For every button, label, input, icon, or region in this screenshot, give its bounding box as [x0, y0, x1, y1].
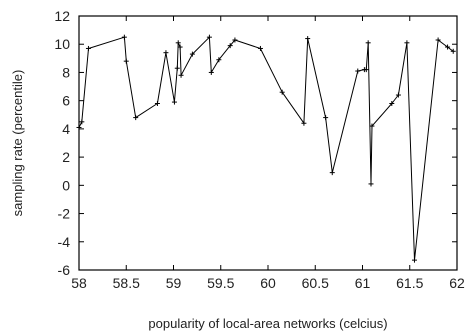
data-point	[369, 123, 375, 129]
data-point	[85, 45, 91, 51]
data-point	[389, 100, 395, 106]
data-point	[301, 120, 307, 126]
x-tick-label: 58.5	[113, 275, 140, 291]
data-point	[368, 181, 374, 187]
data-point	[279, 89, 285, 95]
x-axis-label: popularity of local-area networks (celci…	[148, 316, 387, 331]
data-point	[445, 44, 451, 50]
x-tick-label: 62	[449, 275, 465, 291]
data-point	[178, 72, 184, 78]
y-tick-label: -4	[58, 234, 71, 250]
series-layer	[76, 34, 456, 263]
y-tick-label: -2	[58, 206, 71, 222]
data-point	[79, 119, 85, 125]
data-point	[227, 43, 233, 49]
data-point	[404, 40, 410, 46]
data-point	[216, 57, 222, 63]
y-tick-label: 2	[62, 149, 70, 165]
y-tick-label: 10	[54, 36, 70, 52]
series	[76, 34, 456, 263]
data-point	[121, 34, 127, 40]
data-point	[76, 124, 82, 130]
axis-ticks	[78, 15, 458, 271]
data-point	[329, 170, 335, 176]
data-point	[154, 100, 160, 106]
data-point	[305, 36, 311, 42]
data-point	[355, 68, 361, 74]
y-tick-label: 6	[62, 93, 70, 109]
data-point	[450, 48, 456, 54]
y-tick-label: 8	[62, 64, 70, 80]
data-point	[208, 69, 214, 75]
y-axis-tick-labels: 12 10 8 6 4 2 0 -2 -4 -6	[54, 8, 70, 278]
x-tick-label: 61	[355, 275, 371, 291]
x-tick-label: 60.5	[302, 275, 329, 291]
x-tick-label: 61.5	[396, 275, 423, 291]
data-point	[206, 34, 212, 40]
x-tick-label: 59.5	[207, 275, 234, 291]
x-axis-tick-labels: 58 58.5 59 59.5 60 60.5 61 61.5 62	[71, 275, 465, 291]
data-point	[395, 92, 401, 98]
x-tick-label: 60	[260, 275, 276, 291]
x-tick-label: 58	[71, 275, 87, 291]
data-point	[411, 257, 417, 263]
data-point	[435, 37, 441, 43]
data-point	[133, 115, 139, 121]
y-tick-label: 4	[62, 121, 70, 137]
data-point	[177, 44, 183, 50]
data-point	[171, 99, 177, 105]
y-tick-label: 12	[54, 8, 70, 24]
y-axis-label: sampling rate (percentile)	[10, 70, 25, 217]
data-point	[363, 67, 369, 73]
data-point	[323, 115, 329, 121]
data-point	[365, 40, 371, 46]
series-line	[78, 36, 454, 261]
data-point	[163, 50, 169, 56]
data-point	[232, 37, 238, 43]
data-point	[189, 51, 195, 57]
data-point	[123, 58, 129, 64]
data-point	[174, 65, 180, 71]
x-tick-label: 59	[166, 275, 182, 291]
data-point	[175, 40, 181, 46]
y-tick-label: -6	[58, 262, 71, 278]
y-tick-label: 0	[62, 177, 70, 193]
data-point	[257, 45, 263, 51]
